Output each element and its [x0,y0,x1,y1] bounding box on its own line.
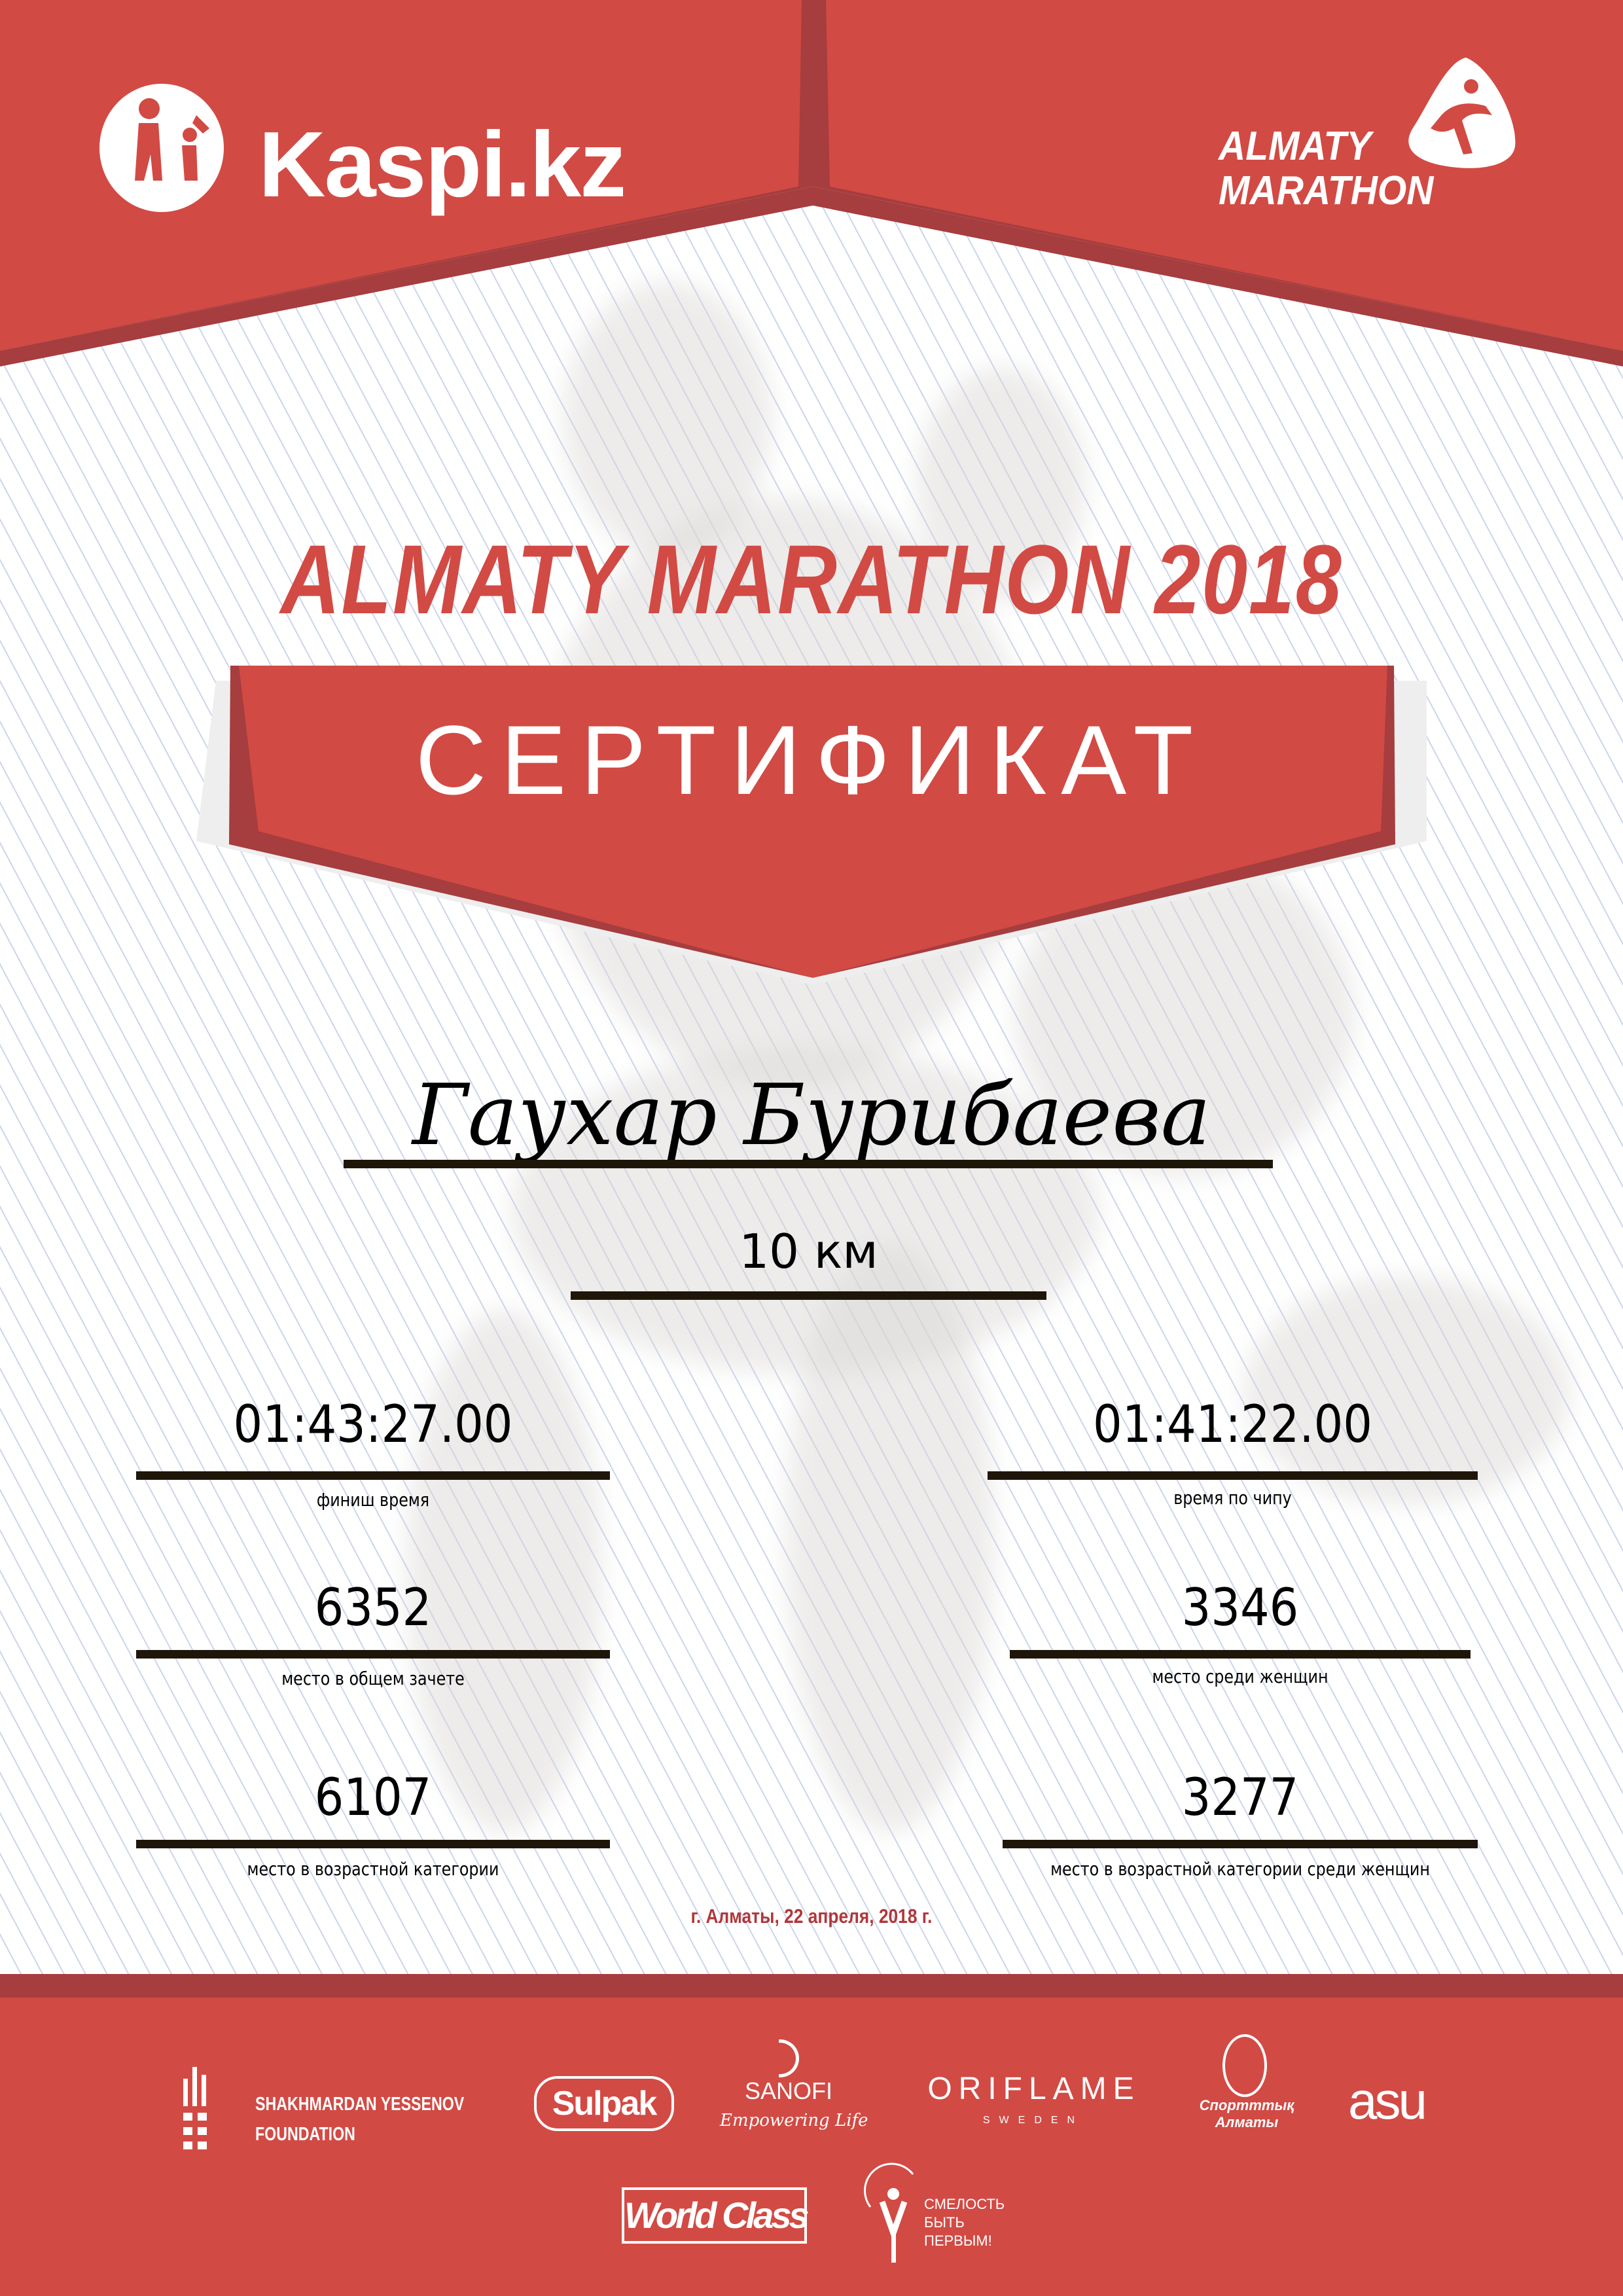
smelost-line2: БЫТЬ [924,2214,965,2231]
logo-line-marathon: MARATHON [1219,168,1434,213]
women-place-label: место среди женщин [1152,1666,1329,1687]
oriflame-sub: SWEDEN [982,2115,1084,2126]
age-place-value: 6107 [314,1768,432,1827]
smelost-line3: ПЕРВЫМ! [924,2233,992,2249]
participant-name: Гаухар Бурибаева [412,1067,1211,1164]
yessenov-line2: FOUNDATION [255,2124,355,2145]
event-title: ALMATY MARATHON 2018 [280,524,1343,634]
sponsor-asu: asu [1348,2072,1427,2130]
sport-almaty-emblem-icon [1222,2034,1267,2097]
women-place-value: 3346 [1181,1579,1299,1638]
overall-place-label: место в общем зачете [281,1668,465,1689]
rule [136,1840,610,1848]
footer-band [0,1974,1623,1998]
distance: 10 км [739,1224,878,1279]
overall-place-value: 6352 [314,1579,432,1638]
women-age-place-value: 3277 [1181,1768,1299,1827]
women-age-place-label: место в возрастной категории среди женщи… [1050,1858,1430,1880]
sport-almaty-line2: Алматы [1215,2114,1279,2130]
rule [1010,1650,1471,1659]
smelost-figure-icon [864,2162,914,2263]
distance-underline [571,1291,1046,1300]
sanofi-tagline: Empowering Life [720,2111,868,2130]
logo-line-almaty: ALMATY [1219,124,1372,169]
sport-almaty-line1: Спортттық [1199,2097,1294,2113]
finish-time-value: 01:43:27.00 [233,1395,513,1454]
sanofi-icon [779,2039,799,2077]
rule [136,1471,610,1480]
header-banner [0,0,1623,367]
finish-time-label: финиш время [316,1489,430,1511]
age-place-label: место в возрастной категории [247,1858,499,1880]
yessenov-line1: SHAKHMARDAN YESSENOV [255,2094,465,2115]
certificate-heading: СЕРТИФИКАТ [415,705,1208,815]
chip-time-label: время по чипу [1173,1487,1292,1509]
name-underline [344,1160,1273,1168]
date-location: г. Алматы, 22 апреля, 2018 г. [690,1905,933,1928]
sponsor-worldclass: World Class [622,2187,810,2244]
rule [988,1471,1478,1480]
rule [1003,1840,1478,1848]
certificate-banner [196,666,1427,985]
oriflame-name: ORIFLAME [927,2072,1141,2106]
runner-icon [1408,58,1516,168]
kaspi-logo-text: Kaspi.kz [259,113,626,217]
sponsors-footer: SHAKHMARDAN YESSENOV FOUNDATION Sulpak S… [0,1998,1623,2296]
yessenov-bars-icon [183,2067,207,2149]
smelost-line1: СМЕЛОСТЬ [924,2196,1005,2212]
chip-time-value: 01:41:22.00 [1093,1395,1372,1454]
rule [136,1650,610,1659]
sanofi-name: SANOFI [744,2077,832,2104]
kaspi-family-icon [99,84,224,212]
sponsor-sulpak: Sulpak [534,2076,674,2131]
